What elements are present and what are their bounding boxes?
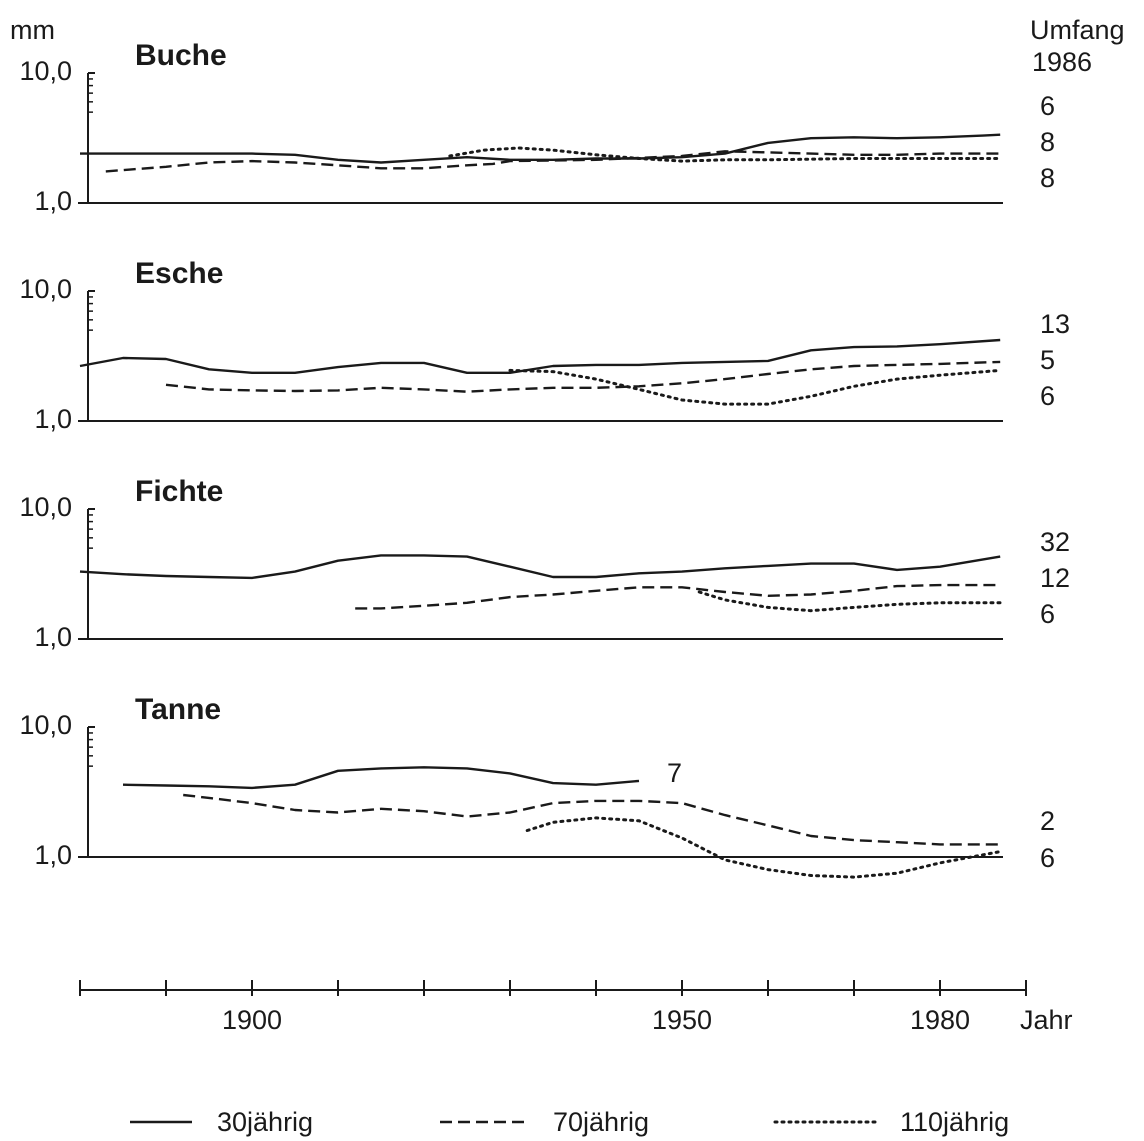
x-tick-label: 1980 — [910, 1005, 970, 1035]
series-line — [79, 338, 1001, 374]
panel-title: Fichte — [135, 475, 223, 508]
umfang-label: 8 — [1040, 163, 1055, 193]
umfang-label: 6 — [1040, 843, 1055, 873]
umfang-label: 8 — [1040, 127, 1055, 157]
y-axis-label: mm — [10, 15, 55, 45]
series-line — [105, 150, 1001, 173]
series-line — [80, 133, 1001, 164]
umfang-label: 7 — [667, 758, 682, 788]
series-line — [448, 146, 1002, 163]
series-line — [355, 583, 1001, 610]
y-tick-label: 1,0 — [34, 622, 72, 652]
legend-label: 30jährig — [217, 1107, 313, 1137]
umfang-label: 12 — [1040, 563, 1070, 593]
series-line — [508, 368, 1002, 406]
umfang-label: 6 — [1040, 381, 1055, 411]
umfang-label: 6 — [1040, 599, 1055, 629]
y-tick-label: 1,0 — [34, 404, 72, 434]
y-tick-label: 10,0 — [19, 56, 72, 86]
legend-label: 110jährig — [900, 1107, 1009, 1137]
y-tick-label: 1,0 — [34, 840, 72, 870]
right-header-year: 1986 — [1032, 47, 1092, 77]
panel-title: Buche — [135, 39, 227, 72]
umfang-label: 32 — [1040, 527, 1070, 557]
series-line — [183, 793, 1001, 846]
legend-label: 70jährig — [553, 1107, 649, 1137]
y-tick-label: 10,0 — [19, 274, 72, 304]
panel-title: Esche — [135, 257, 223, 290]
right-header: Umfang — [1030, 15, 1125, 45]
series-line — [122, 766, 640, 790]
x-axis-label: Jahr — [1020, 1005, 1073, 1035]
umfang-label: 6 — [1040, 91, 1055, 121]
series-line — [525, 816, 1002, 879]
umfang-label: 13 — [1040, 309, 1070, 339]
series-line — [79, 554, 1001, 580]
y-tick-label: 10,0 — [19, 710, 72, 740]
umfang-label: 5 — [1040, 345, 1055, 375]
series-line — [165, 360, 1001, 393]
panel-title: Tanne — [135, 693, 221, 726]
y-tick-label: 1,0 — [34, 186, 72, 216]
x-tick-label: 1900 — [222, 1005, 282, 1035]
x-tick-label: 1950 — [652, 1005, 712, 1035]
umfang-label: 2 — [1040, 806, 1055, 836]
y-tick-label: 10,0 — [19, 492, 72, 522]
series-line — [697, 590, 1002, 613]
